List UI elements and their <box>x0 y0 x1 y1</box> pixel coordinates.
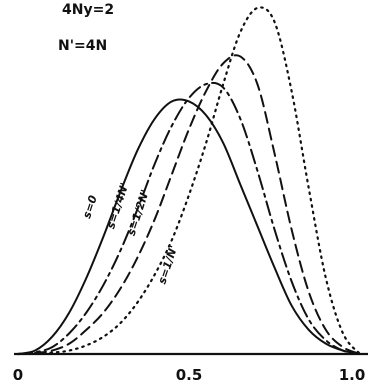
x-tick-label-2: 0.5 <box>176 366 203 384</box>
x-tick-layer: 0 0.5 1.0 <box>13 366 366 384</box>
series-line-3 <box>17 54 361 355</box>
series-line-4 <box>16 6 362 356</box>
series-line-2 <box>17 81 361 355</box>
x-tick-label-1: 0 <box>13 366 23 384</box>
series-label-layer: s=0 s=1/4N's=1/2N's=1/N' <box>80 181 180 286</box>
top-note-population: N'=4N <box>58 38 107 54</box>
x-tick-label-3: 1.0 <box>339 366 366 384</box>
series-label-3: s=1/2N' <box>125 188 152 237</box>
series-label-4: s=1/N' <box>156 244 181 286</box>
top-note-equation: 4Ny=2 <box>62 2 114 18</box>
series-layer <box>16 6 362 356</box>
series-label-1: s=0 <box>80 193 100 220</box>
series-line-1 <box>17 98 361 355</box>
